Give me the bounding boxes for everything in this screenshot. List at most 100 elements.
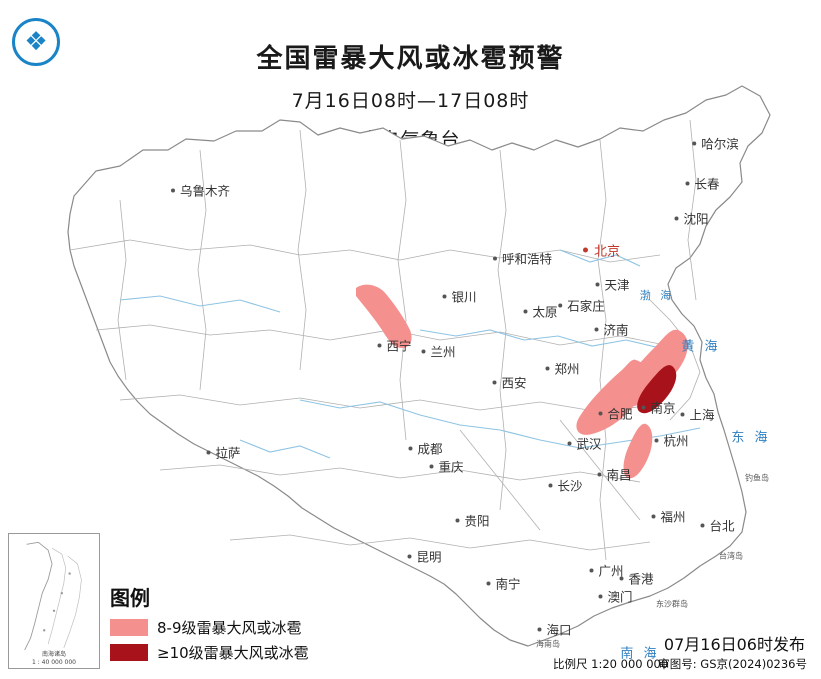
city-label: 南京: [641, 398, 676, 417]
legend-item-8-9: 8-9级雷暴大风或冰雹: [110, 617, 364, 638]
logo-glyph: ❖: [24, 27, 48, 57]
city-dot-icon: [442, 294, 447, 298]
sea-label: 南 海: [620, 646, 660, 662]
city-label: 银川: [442, 287, 477, 306]
city-dot-icon: [598, 411, 603, 415]
inset-map-graphic: [24, 541, 82, 651]
warning-area-jiangsu-core: [637, 365, 677, 414]
city-dot-icon: [692, 141, 697, 145]
city-label: 郑州: [545, 359, 580, 378]
city-dot-icon: [429, 464, 434, 468]
city-dot-icon: [595, 282, 600, 286]
island-label: 东沙群岛: [656, 599, 688, 609]
city-dot-icon: [589, 568, 594, 572]
warning-area-jiangxi-band: [623, 423, 653, 479]
city-label: 沈阳: [674, 209, 709, 228]
city-label: 福州: [651, 507, 686, 526]
city-label: 合肥: [598, 404, 633, 423]
city-label: 武汉: [567, 434, 602, 453]
city-dot-icon: [377, 343, 382, 347]
logo-ring: [12, 18, 60, 66]
legend-swatch-10plus: [110, 644, 148, 661]
legend-label-8-9: 8-9级雷暴大风或冰雹: [157, 619, 302, 637]
city-label-capital: 北京: [582, 241, 620, 260]
city-dot-icon: [651, 514, 656, 518]
city-label: 天津: [595, 275, 630, 294]
issue-time: 07月16日06时发布: [663, 635, 805, 654]
city-label: 太原: [523, 302, 558, 321]
cma-swirl-logo-icon: ❖: [12, 18, 60, 66]
city-label: 长春: [685, 174, 720, 193]
city-dot-icon: [492, 256, 497, 260]
inset-caption-line1: 南海诸岛: [41, 651, 67, 658]
city-dot-icon: [558, 303, 563, 307]
city-dot-icon: [545, 366, 550, 370]
city-dot-icon: [206, 450, 211, 454]
city-dot-icon: [421, 349, 426, 353]
city-label: 台北: [700, 516, 735, 535]
city-dot-icon: [685, 181, 690, 185]
city-label: 海口: [537, 620, 572, 639]
city-dot-icon: [455, 518, 460, 522]
warning-area-layer: [356, 284, 688, 479]
sea-label: 黄 海: [681, 339, 721, 355]
city-dot-icon: [619, 576, 624, 580]
city-label: 贵阳: [455, 511, 490, 530]
island-label: 钓鱼岛: [745, 473, 769, 483]
city-dot-icon: [486, 581, 491, 585]
china-national-outline: [67, 85, 771, 647]
city-dot-icon: [170, 188, 175, 192]
city-label: 呼和浩特: [492, 249, 552, 268]
legend-title: 图例: [110, 586, 150, 610]
city-label: 西安: [492, 373, 527, 392]
city-label: 拉萨: [206, 443, 241, 462]
legend-item-10plus: ≥10级雷暴大风或冰雹: [110, 642, 364, 663]
city-dot-icon: [594, 327, 599, 331]
city-dot-icon: [680, 412, 685, 416]
city-label: 广州: [589, 561, 624, 580]
capital-dot-icon: [582, 247, 588, 253]
city-label: 哈尔滨: [692, 134, 739, 153]
city-label: 兰州: [421, 342, 456, 361]
city-dot-icon: [674, 216, 679, 220]
island-label: 海南岛: [536, 639, 560, 649]
city-label: 杭州: [654, 431, 689, 450]
island-label: 台湾岛: [719, 551, 743, 561]
city-label: 上海: [680, 405, 715, 424]
city-label: 乌鲁木齐: [170, 181, 230, 200]
city-label: 昆明: [407, 547, 442, 566]
city-label: 西宁: [377, 336, 412, 355]
city-dot-icon: [523, 309, 528, 313]
inset-caption: 南海诸岛 1 : 40 000 000: [32, 651, 76, 666]
city-dot-icon: [598, 594, 603, 598]
city-dot-icon: [567, 441, 572, 445]
city-label: 石家庄: [558, 296, 605, 315]
legend-swatch-8-9: [110, 619, 148, 636]
approval-number: 审图号: GS京(2024)0236号: [658, 657, 807, 671]
city-label: 南宁: [486, 574, 521, 593]
city-label: 重庆: [429, 457, 464, 476]
city-label: 长沙: [548, 476, 583, 495]
city-dot-icon: [408, 446, 413, 450]
legend-panel: 图例 8-9级雷暴大风或冰雹 ≥10级雷暴大风或冰雹: [104, 578, 364, 670]
city-label: 澳门: [598, 587, 633, 606]
south-china-sea-inset-map: 南海诸岛 1 : 40 000 000: [8, 533, 100, 669]
sea-label: 渤 海: [639, 289, 675, 302]
legend-label-10plus: ≥10级雷暴大风或冰雹: [157, 644, 309, 662]
city-label: 南昌: [597, 465, 632, 484]
city-dot-icon: [700, 523, 705, 527]
warning-area-anhui-hubei-band: [576, 359, 647, 435]
city-dot-icon: [597, 472, 602, 476]
warning-area-qinghai-band: [356, 284, 412, 348]
city-dot-icon: [654, 438, 659, 442]
city-dot-icon: [537, 627, 542, 631]
city-label: 香港: [619, 569, 654, 588]
sea-label: 东 海: [731, 430, 771, 446]
city-label: 济南: [594, 320, 629, 339]
inset-caption-line2: 1 : 40 000 000: [31, 658, 77, 666]
city-dot-icon: [548, 483, 553, 487]
city-dot-icon: [492, 380, 497, 384]
city-label: 成都: [408, 439, 443, 458]
